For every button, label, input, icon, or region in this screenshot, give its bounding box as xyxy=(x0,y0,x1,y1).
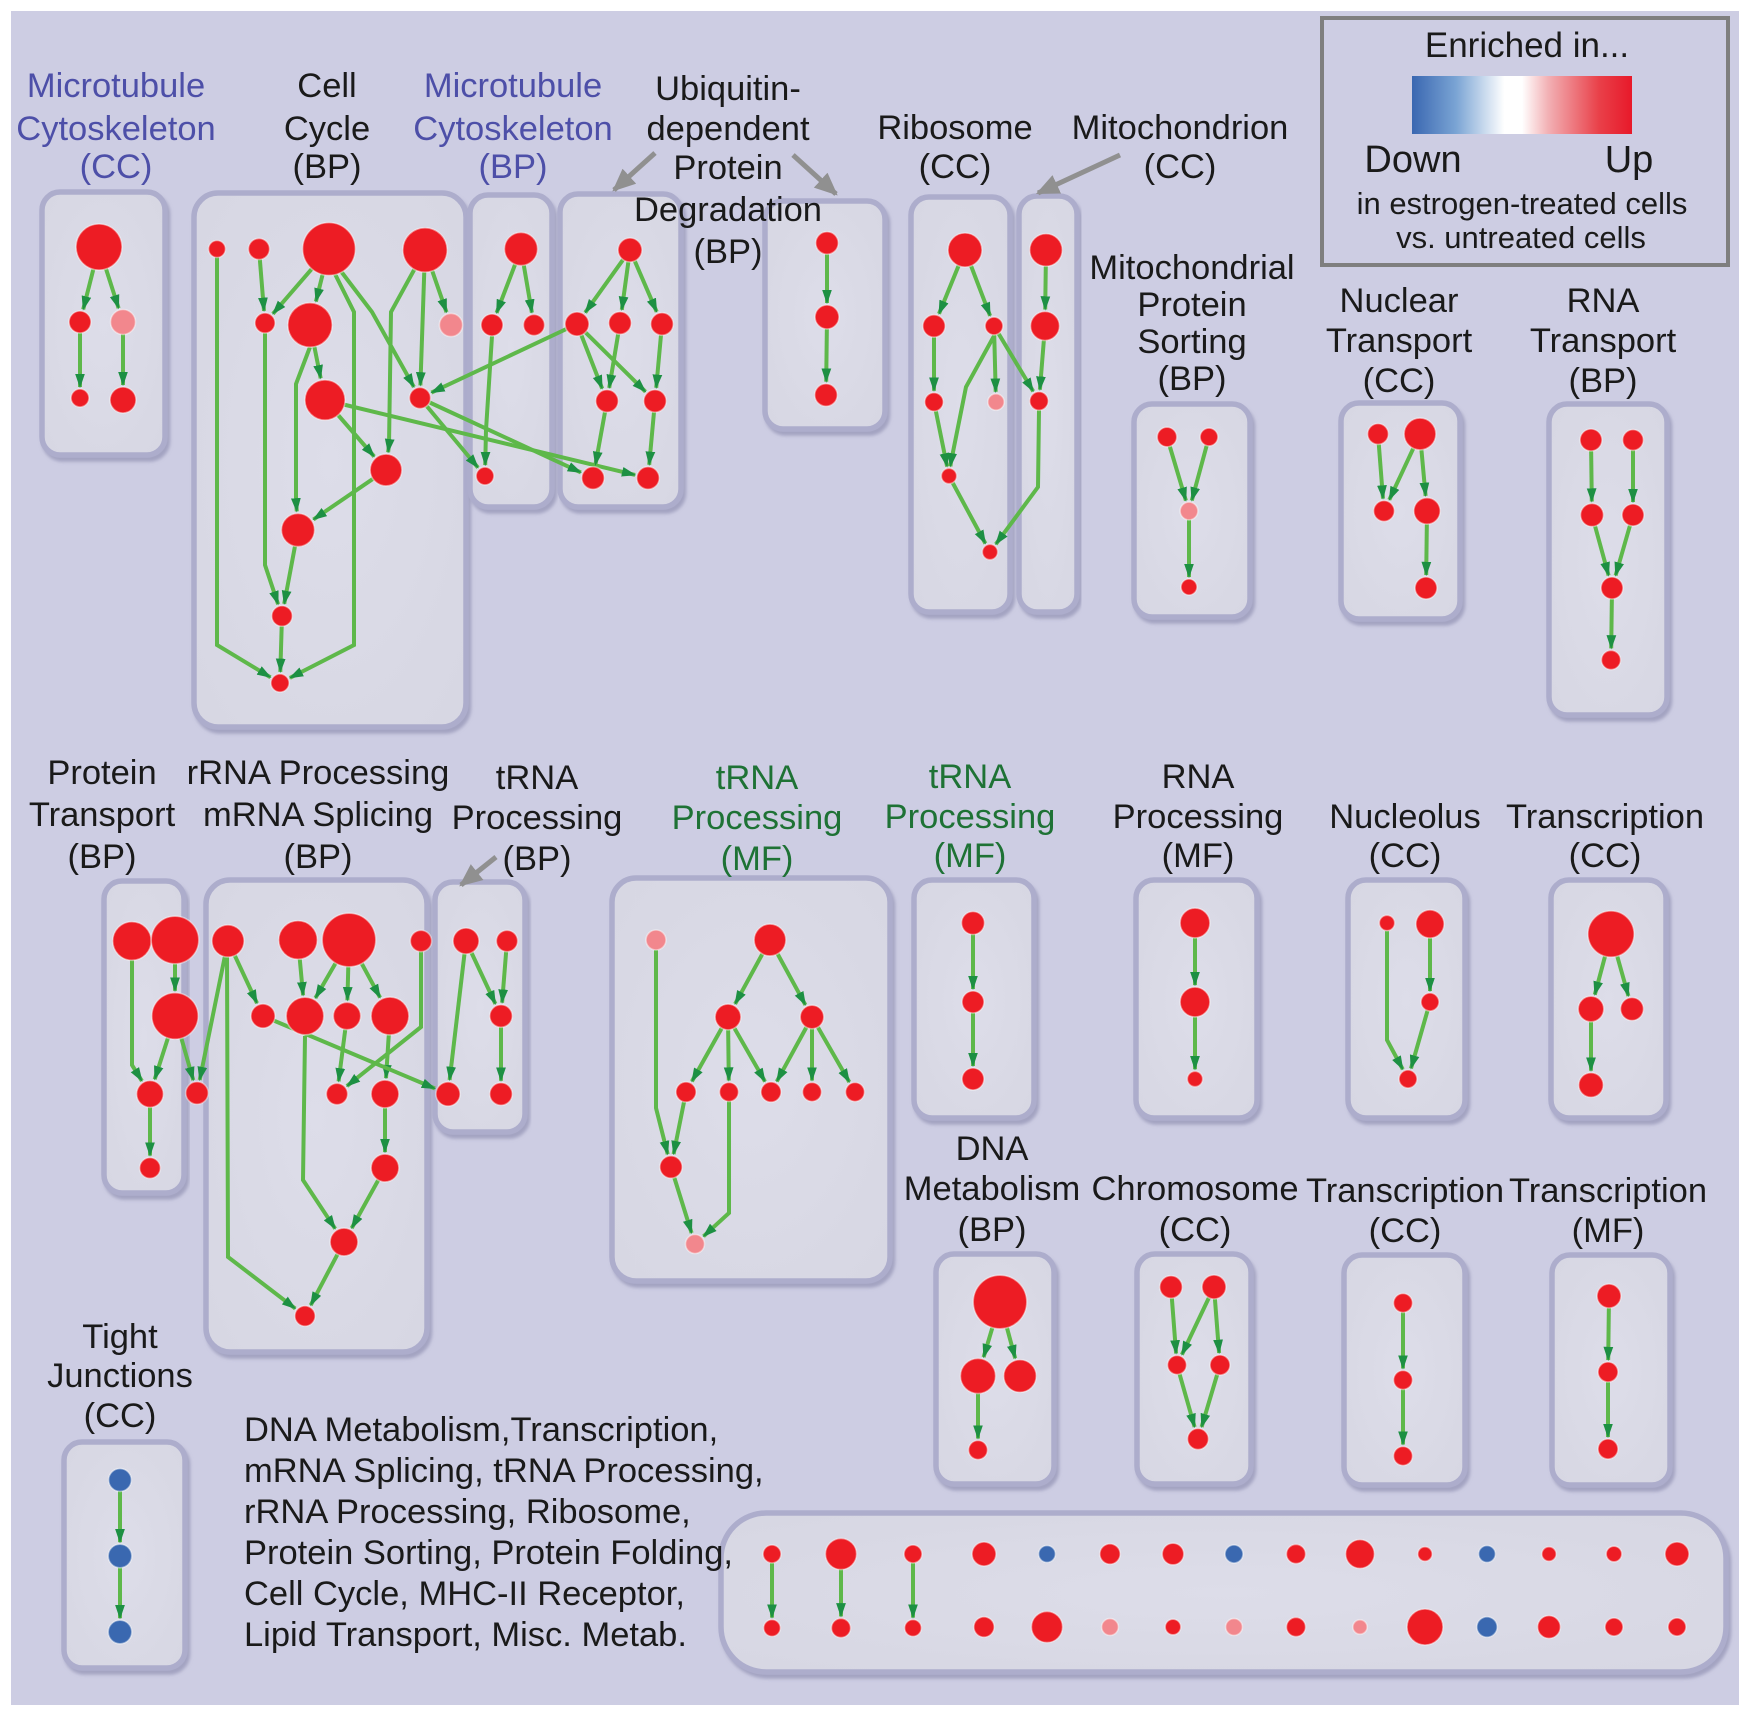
svg-text:(MF): (MF) xyxy=(1572,1212,1645,1250)
svg-text:Transcription: Transcription xyxy=(1306,1172,1504,1210)
svg-text:(MF): (MF) xyxy=(934,837,1007,875)
svg-text:mRNA Splicing, tRNA Processing: mRNA Splicing, tRNA Processing, xyxy=(244,1452,764,1490)
svg-text:vs. untreated cells: vs. untreated cells xyxy=(1396,220,1646,255)
svg-text:DNA Metabolism,Transcription,: DNA Metabolism,Transcription, xyxy=(244,1411,718,1449)
svg-text:(MF): (MF) xyxy=(1162,837,1235,875)
svg-text:Ubiquitin-: Ubiquitin- xyxy=(655,70,801,108)
svg-text:tRNA: tRNA xyxy=(929,758,1011,796)
svg-text:Down: Down xyxy=(1364,139,1461,181)
svg-text:RNA: RNA xyxy=(1567,282,1640,320)
svg-text:(CC): (CC) xyxy=(84,1397,157,1435)
svg-text:Processing: Processing xyxy=(452,799,623,837)
svg-text:Protein: Protein xyxy=(673,149,782,187)
svg-text:tRNA: tRNA xyxy=(716,759,798,797)
svg-text:Protein: Protein xyxy=(47,754,156,792)
svg-text:Up: Up xyxy=(1605,139,1654,181)
svg-text:Processing: Processing xyxy=(885,798,1056,836)
svg-text:Enriched in...: Enriched in... xyxy=(1425,26,1629,65)
svg-text:(CC): (CC) xyxy=(1144,148,1217,186)
svg-text:(BP): (BP) xyxy=(293,148,362,186)
svg-text:Metabolism: Metabolism xyxy=(904,1170,1080,1208)
svg-text:Nuclear: Nuclear xyxy=(1340,282,1459,320)
svg-text:Cycle: Cycle xyxy=(284,110,370,148)
svg-text:Transport: Transport xyxy=(1326,322,1473,360)
svg-text:Ribosome: Ribosome xyxy=(877,109,1032,147)
svg-text:(BP): (BP) xyxy=(479,148,548,186)
svg-text:Sorting: Sorting xyxy=(1137,323,1246,361)
svg-text:(CC): (CC) xyxy=(1369,837,1442,875)
svg-text:Transcription: Transcription xyxy=(1506,798,1704,836)
svg-text:Protein: Protein xyxy=(1137,286,1246,324)
svg-text:(BP): (BP) xyxy=(694,233,763,271)
svg-text:tRNA: tRNA xyxy=(496,759,578,797)
svg-text:(CC): (CC) xyxy=(1369,1212,1442,1250)
svg-text:Microtubule: Microtubule xyxy=(424,67,602,105)
svg-text:Cell Cycle, MHC-II Receptor,: Cell Cycle, MHC-II Receptor, xyxy=(244,1575,685,1613)
svg-text:(BP): (BP) xyxy=(1158,360,1227,398)
svg-text:Junctions: Junctions xyxy=(47,1357,193,1395)
svg-text:(BP): (BP) xyxy=(1569,362,1638,400)
svg-text:Processing: Processing xyxy=(1113,798,1284,836)
svg-text:Degradation: Degradation xyxy=(634,191,822,229)
svg-text:(BP): (BP) xyxy=(958,1211,1027,1249)
svg-text:in estrogen-treated cells: in estrogen-treated cells xyxy=(1357,186,1688,221)
svg-text:(CC): (CC) xyxy=(1569,837,1642,875)
svg-text:dependent: dependent xyxy=(646,110,809,148)
svg-text:(CC): (CC) xyxy=(1363,362,1436,400)
svg-text:(BP): (BP) xyxy=(503,840,572,878)
svg-text:Transport: Transport xyxy=(1530,322,1677,360)
svg-text:Cytoskeleton: Cytoskeleton xyxy=(16,110,215,148)
svg-text:(CC): (CC) xyxy=(1159,1211,1232,1249)
svg-text:mRNA Splicing: mRNA Splicing xyxy=(203,796,433,834)
svg-text:Processing: Processing xyxy=(672,799,843,837)
svg-text:Mitochondrion: Mitochondrion xyxy=(1072,109,1289,147)
svg-text:(CC): (CC) xyxy=(80,148,153,186)
svg-text:(BP): (BP) xyxy=(284,838,353,876)
svg-text:Chromosome: Chromosome xyxy=(1091,1170,1298,1208)
svg-text:Microtubule: Microtubule xyxy=(27,67,205,105)
svg-text:Transcription: Transcription xyxy=(1509,1172,1707,1210)
svg-text:Cell: Cell xyxy=(297,67,356,105)
svg-text:Cytoskeleton: Cytoskeleton xyxy=(413,110,612,148)
svg-text:Nucleolus: Nucleolus xyxy=(1329,798,1481,836)
svg-text:(BP): (BP) xyxy=(68,838,137,876)
svg-text:RNA: RNA xyxy=(1162,758,1235,796)
svg-text:Transport: Transport xyxy=(29,796,176,834)
svg-text:(CC): (CC) xyxy=(919,148,992,186)
svg-text:rRNA Processing, Ribosome,: rRNA Processing, Ribosome, xyxy=(244,1493,691,1531)
svg-text:Tight: Tight xyxy=(82,1318,158,1356)
svg-text:DNA: DNA xyxy=(956,1130,1029,1168)
svg-text:Lipid Transport, Misc. Metab.: Lipid Transport, Misc. Metab. xyxy=(244,1616,687,1654)
svg-text:(MF): (MF) xyxy=(721,840,794,878)
svg-text:rRNA Processing: rRNA Processing xyxy=(187,754,450,792)
svg-text:Protein Sorting, Protein Foldi: Protein Sorting, Protein Folding, xyxy=(244,1534,733,1572)
svg-text:Mitochondrial: Mitochondrial xyxy=(1089,249,1294,287)
